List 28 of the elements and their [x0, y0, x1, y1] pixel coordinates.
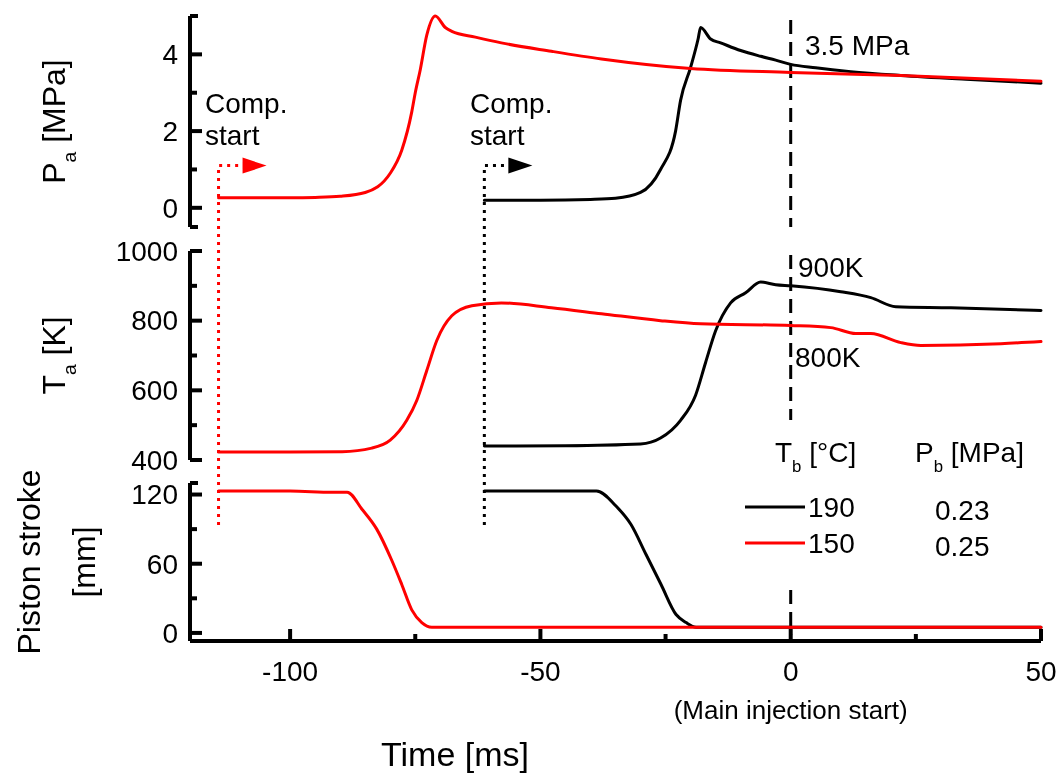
- x-tick-label: 50: [1025, 656, 1056, 687]
- annotation: 900K: [798, 252, 864, 283]
- y-tick-label: 2: [162, 115, 178, 147]
- x-tick-label: -100: [262, 656, 319, 687]
- y-tick-label: 400: [131, 444, 178, 476]
- annotation: 0.25: [935, 531, 990, 562]
- legend-label: 150: [808, 527, 855, 559]
- x-tick-label: -50: [520, 656, 561, 687]
- ref-line-label: (Main injection start): [673, 695, 908, 725]
- y-axis-title: Piston stroke [mm]: [11, 469, 102, 655]
- annotation: 0.23: [935, 495, 990, 526]
- y-tick-label: 4: [162, 39, 178, 71]
- legend-label: 190: [808, 491, 855, 523]
- y-tick-label: 600: [131, 375, 178, 407]
- annotation: P$_{b}$ [MPa]: [915, 437, 1024, 476]
- y-tick-label: 60: [146, 548, 178, 580]
- annotation: 800K: [795, 342, 861, 373]
- legend-title: T$_{b}$ [°C]: [775, 437, 857, 476]
- y-tick-label: 120: [131, 479, 178, 511]
- annotation: Comp. start: [205, 88, 288, 151]
- annotation: 3.5 MPa: [805, 30, 910, 61]
- x-axis-title: Time [ms]: [381, 735, 529, 773]
- annotation: Comp. start: [470, 88, 553, 151]
- y-tick-label: 800: [131, 305, 178, 337]
- y-tick-label: 0: [162, 617, 178, 649]
- x-tick-label: 0: [782, 656, 799, 687]
- y-tick-label: 1000: [115, 235, 178, 267]
- y-tick-label: 0: [162, 192, 178, 224]
